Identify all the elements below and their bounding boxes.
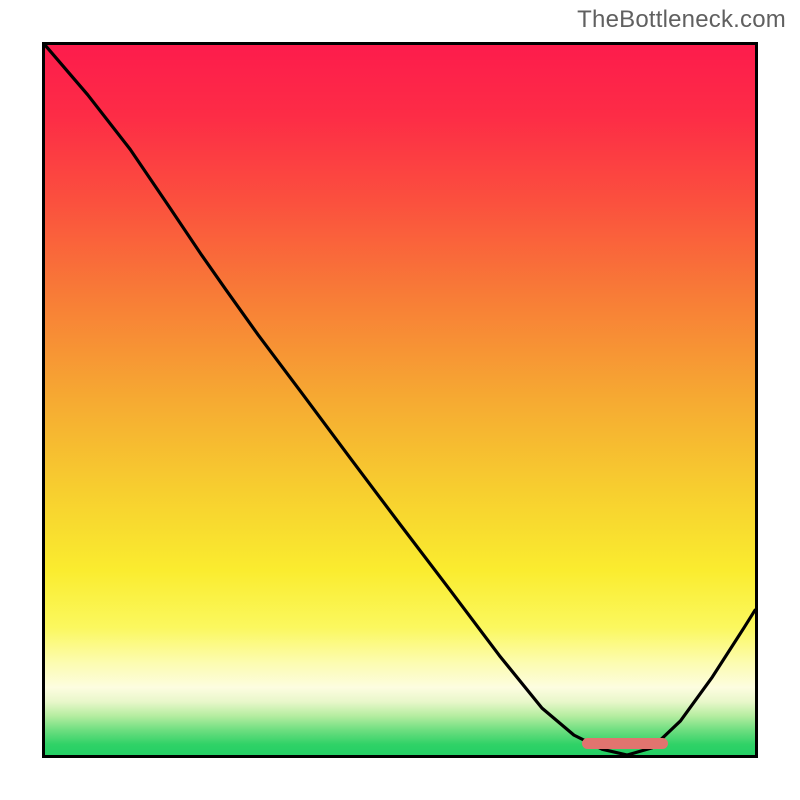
bottleneck-curve bbox=[45, 45, 755, 755]
watermark-text: TheBottleneck.com bbox=[577, 6, 786, 34]
chart-plot-area bbox=[42, 42, 758, 758]
optimal-range-marker bbox=[582, 738, 668, 749]
